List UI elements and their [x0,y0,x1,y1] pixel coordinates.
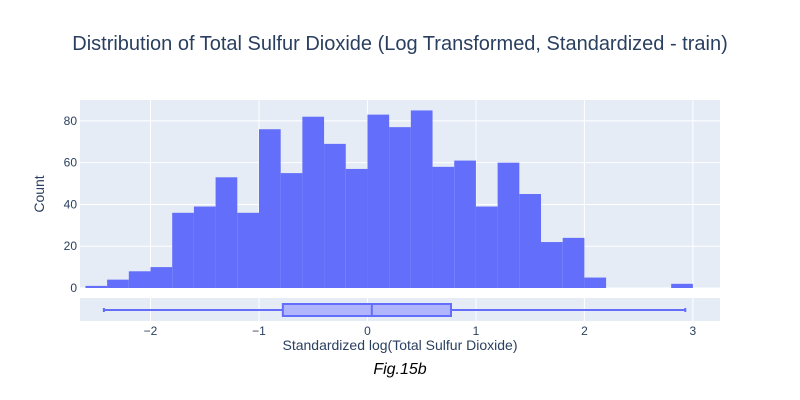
histogram-bar [258,129,281,288]
histogram-bar [324,143,346,288]
histogram-bar [475,206,498,288]
y-axis-ticks: 0 20 40 60 80 [64,114,78,295]
histogram-bar [128,271,151,288]
histogram-bar [497,162,520,288]
y-tick-label: 20 [64,239,78,253]
boxplot [102,303,687,317]
figure-caption: Fig.15b [373,361,426,378]
histogram-bar [389,127,411,289]
histogram-bar [85,285,108,288]
histogram-bar [107,279,129,288]
histogram-bar [150,267,173,288]
histogram-bar [302,116,325,288]
histogram-bar [562,237,585,288]
histogram-bar [432,166,455,288]
histogram-bar [541,242,563,288]
histogram-bar [454,160,476,288]
histogram-bar [519,194,542,288]
histogram-bar [345,168,368,288]
x-tick-label: 1 [473,324,480,338]
histogram-bar [410,110,433,288]
x-tick-label: 0 [364,324,371,338]
x-axis-ticks: −2 −1 0 1 2 3 [144,324,697,338]
histogram-bar [237,212,259,288]
histogram-bar [584,277,607,288]
x-axis-label: Standardized log(Total Sulfur Dioxide) [282,337,517,353]
x-tick-label: −2 [144,324,158,338]
boxplot-box [281,303,452,317]
histogram-bars [85,110,693,289]
chart-title: Distribution of Total Sulfur Dioxide (Lo… [72,33,728,55]
histogram-bar [280,173,303,288]
y-tick-label: 60 [64,156,78,170]
histogram-bar [172,212,194,288]
y-axis-label: Count [31,175,47,212]
histogram-bar [671,283,693,288]
y-tick-label: 0 [70,281,77,295]
y-tick-label: 80 [64,114,78,128]
histogram-bar [193,206,216,288]
x-tick-label: 3 [690,324,697,338]
histogram-bar [367,114,390,288]
x-tick-label: 2 [581,324,588,338]
histogram-bar [215,177,238,288]
y-tick-label: 40 [64,197,78,211]
x-tick-label: −1 [252,324,266,338]
